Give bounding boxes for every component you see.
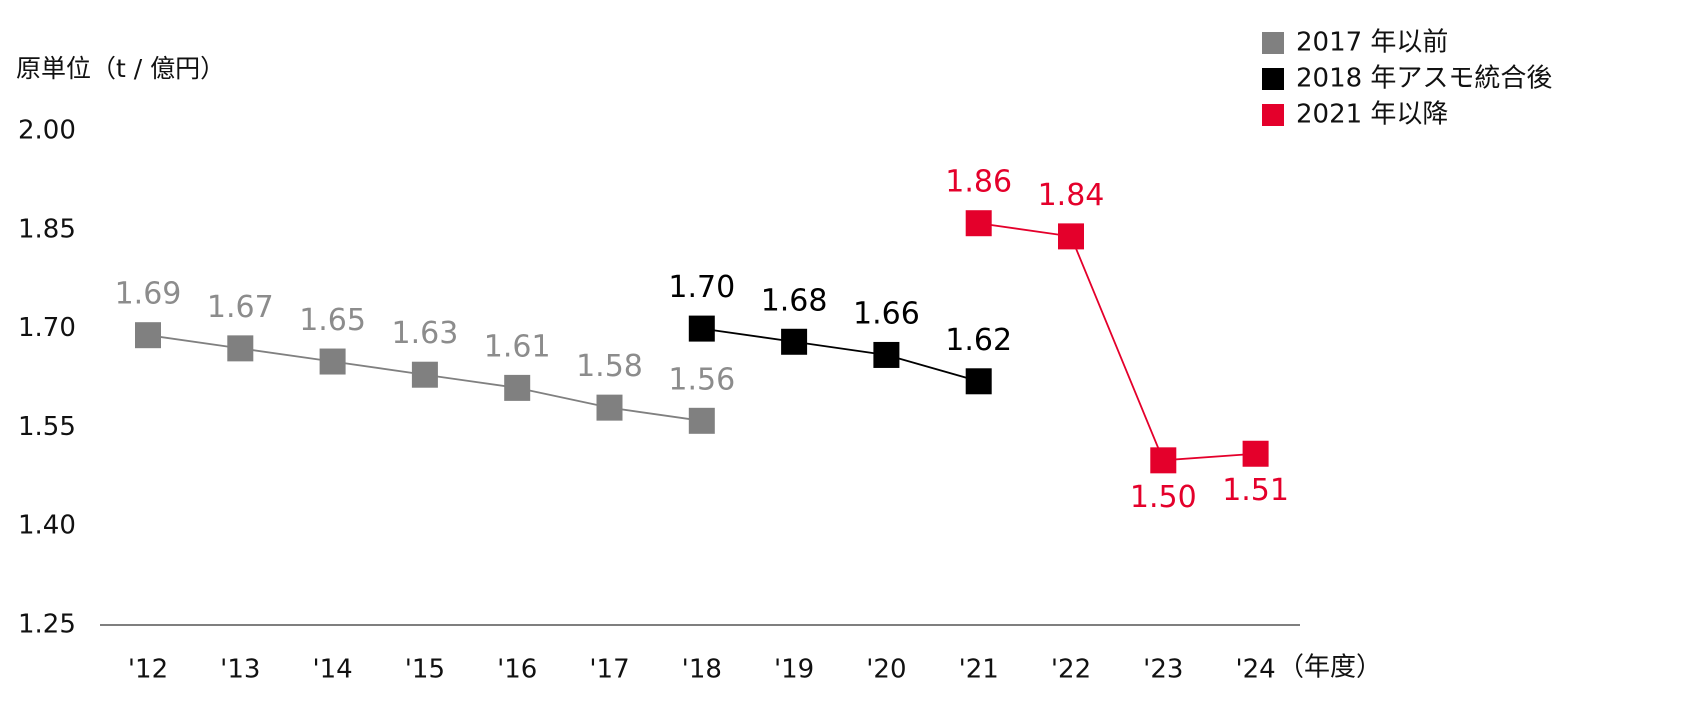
point-marker xyxy=(135,322,161,349)
point-marker xyxy=(504,374,531,401)
series-line xyxy=(978,222,1256,462)
y-tick-label: 1.70 xyxy=(18,313,76,343)
legend-label: 2017 年以前 xyxy=(1296,28,1448,58)
data-label: 1.68 xyxy=(761,283,828,318)
data-label: 1.66 xyxy=(853,296,920,331)
x-tick-label: '14 xyxy=(312,655,352,685)
data-label: 1.86 xyxy=(945,165,1012,200)
data-label: 1.56 xyxy=(668,362,735,397)
x-tick-label: '15 xyxy=(405,655,445,685)
point-marker xyxy=(319,348,346,375)
x-tick-label: '20 xyxy=(866,655,906,685)
x-tick-label: '17 xyxy=(589,655,629,685)
y-tick-label: 1.40 xyxy=(18,511,76,541)
data-label: 1.58 xyxy=(576,349,643,384)
point-marker xyxy=(411,361,438,388)
y-tick-label: 2.00 xyxy=(18,116,76,146)
x-tick-label: '19 xyxy=(774,655,814,685)
point-marker xyxy=(1150,447,1177,474)
legend-label: 2021 年以降 xyxy=(1296,100,1448,130)
data-label: 1.65 xyxy=(299,303,366,338)
data-label: 1.67 xyxy=(207,290,274,325)
data-label: 1.61 xyxy=(484,329,551,364)
x-tick-label: '16 xyxy=(497,655,537,685)
data-label: 1.62 xyxy=(945,323,1012,358)
legend-swatch xyxy=(1262,104,1284,126)
point-marker xyxy=(873,341,900,368)
point-marker xyxy=(688,407,715,434)
x-tick-label: '13 xyxy=(220,655,260,685)
data-label: 1.70 xyxy=(668,270,735,305)
data-label: 1.84 xyxy=(1038,178,1105,213)
data-label: 1.63 xyxy=(392,316,459,351)
x-tick-label: '24 xyxy=(1235,655,1275,685)
x-axis-label: （年度） xyxy=(1278,653,1382,683)
point-marker xyxy=(227,335,254,362)
data-label: 1.69 xyxy=(115,277,182,312)
point-marker xyxy=(1242,440,1269,467)
legend-swatch xyxy=(1262,32,1284,54)
data-label: 1.51 xyxy=(1222,473,1289,508)
point-marker xyxy=(688,315,715,342)
y-axis-label: 原単位（t / 億円） xyxy=(16,54,225,83)
y-tick-label: 1.25 xyxy=(18,610,76,640)
y-tick-label: 1.85 xyxy=(18,214,76,244)
y-tick-label: 1.55 xyxy=(18,412,76,442)
x-tick-label: '22 xyxy=(1051,655,1091,685)
x-tick-label: '12 xyxy=(128,655,168,685)
point-marker xyxy=(781,328,808,355)
legend-label: 2018 年アスモ統合後 xyxy=(1296,64,1552,94)
point-marker xyxy=(965,368,992,395)
data-label: 1.50 xyxy=(1130,480,1197,515)
x-tick-label: '21 xyxy=(959,655,999,685)
x-tick-label: '23 xyxy=(1143,655,1183,685)
point-marker xyxy=(1058,223,1084,250)
x-tick-label: '18 xyxy=(682,655,722,685)
legend-swatch xyxy=(1262,68,1284,90)
series-line xyxy=(701,327,979,383)
point-marker xyxy=(596,394,623,421)
point-marker xyxy=(965,210,992,237)
